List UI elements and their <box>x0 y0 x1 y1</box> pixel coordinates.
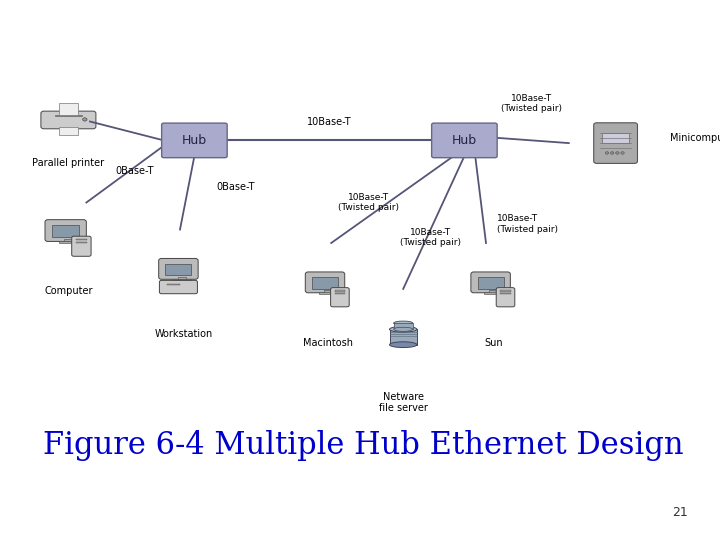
Text: Computer: Computer <box>44 286 93 296</box>
FancyBboxPatch shape <box>41 111 96 129</box>
Text: Minicomputer: Minicomputer <box>670 133 720 143</box>
Ellipse shape <box>394 327 413 332</box>
Bar <box>484 292 503 294</box>
Circle shape <box>616 152 619 154</box>
FancyBboxPatch shape <box>305 272 345 293</box>
FancyBboxPatch shape <box>330 288 349 307</box>
FancyBboxPatch shape <box>594 123 637 164</box>
Bar <box>602 133 629 143</box>
FancyBboxPatch shape <box>432 123 498 158</box>
Bar <box>500 293 510 294</box>
Circle shape <box>606 152 608 154</box>
Text: 10Base-T
(Twisted pair): 10Base-T (Twisted pair) <box>497 214 558 234</box>
Bar <box>318 292 337 294</box>
Text: 10Base-T
(Twisted pair): 10Base-T (Twisted pair) <box>338 193 399 212</box>
Bar <box>335 293 345 294</box>
Text: Workstation: Workstation <box>155 329 212 340</box>
Text: Sun: Sun <box>484 338 503 348</box>
FancyBboxPatch shape <box>496 288 515 307</box>
Bar <box>324 290 331 293</box>
Bar <box>394 323 413 329</box>
Ellipse shape <box>390 326 417 332</box>
Circle shape <box>83 118 87 121</box>
Bar <box>490 290 497 293</box>
Bar <box>174 279 192 280</box>
Ellipse shape <box>390 342 417 348</box>
Text: 10Base-T
(Twisted pair): 10Base-T (Twisted pair) <box>501 94 562 113</box>
FancyBboxPatch shape <box>72 236 91 256</box>
Text: 21: 21 <box>672 507 688 519</box>
FancyBboxPatch shape <box>158 259 198 279</box>
Bar <box>59 127 78 135</box>
Bar <box>76 241 86 243</box>
Text: Figure 6-4 Multiple Hub Ethernet Design: Figure 6-4 Multiple Hub Ethernet Design <box>43 430 684 461</box>
Text: Hub: Hub <box>182 134 207 147</box>
FancyBboxPatch shape <box>45 220 86 241</box>
Bar <box>59 104 78 114</box>
Bar <box>52 225 79 237</box>
Bar <box>500 291 510 292</box>
Bar <box>64 239 73 241</box>
Text: 0Base-T: 0Base-T <box>216 183 254 192</box>
Text: Hub: Hub <box>452 134 477 147</box>
FancyBboxPatch shape <box>159 280 197 294</box>
Bar <box>390 329 417 345</box>
Bar <box>477 277 503 289</box>
Text: 0Base-T: 0Base-T <box>115 166 153 177</box>
Bar <box>59 241 78 243</box>
Bar <box>179 276 186 279</box>
Text: 10Base-T: 10Base-T <box>307 117 351 127</box>
Bar <box>55 114 82 117</box>
FancyBboxPatch shape <box>471 272 510 293</box>
Ellipse shape <box>394 321 413 325</box>
Bar <box>335 291 345 292</box>
Circle shape <box>621 152 624 154</box>
Circle shape <box>611 152 614 154</box>
Text: 10Base-T
(Twisted pair): 10Base-T (Twisted pair) <box>400 228 461 247</box>
Text: Netware
file server: Netware file server <box>379 392 428 413</box>
Bar <box>167 285 180 286</box>
Text: Parallel printer: Parallel printer <box>32 158 104 168</box>
Text: Macintosh: Macintosh <box>302 338 353 348</box>
Bar <box>166 264 192 275</box>
FancyBboxPatch shape <box>162 123 228 158</box>
Bar <box>312 277 338 289</box>
Bar <box>76 239 86 240</box>
